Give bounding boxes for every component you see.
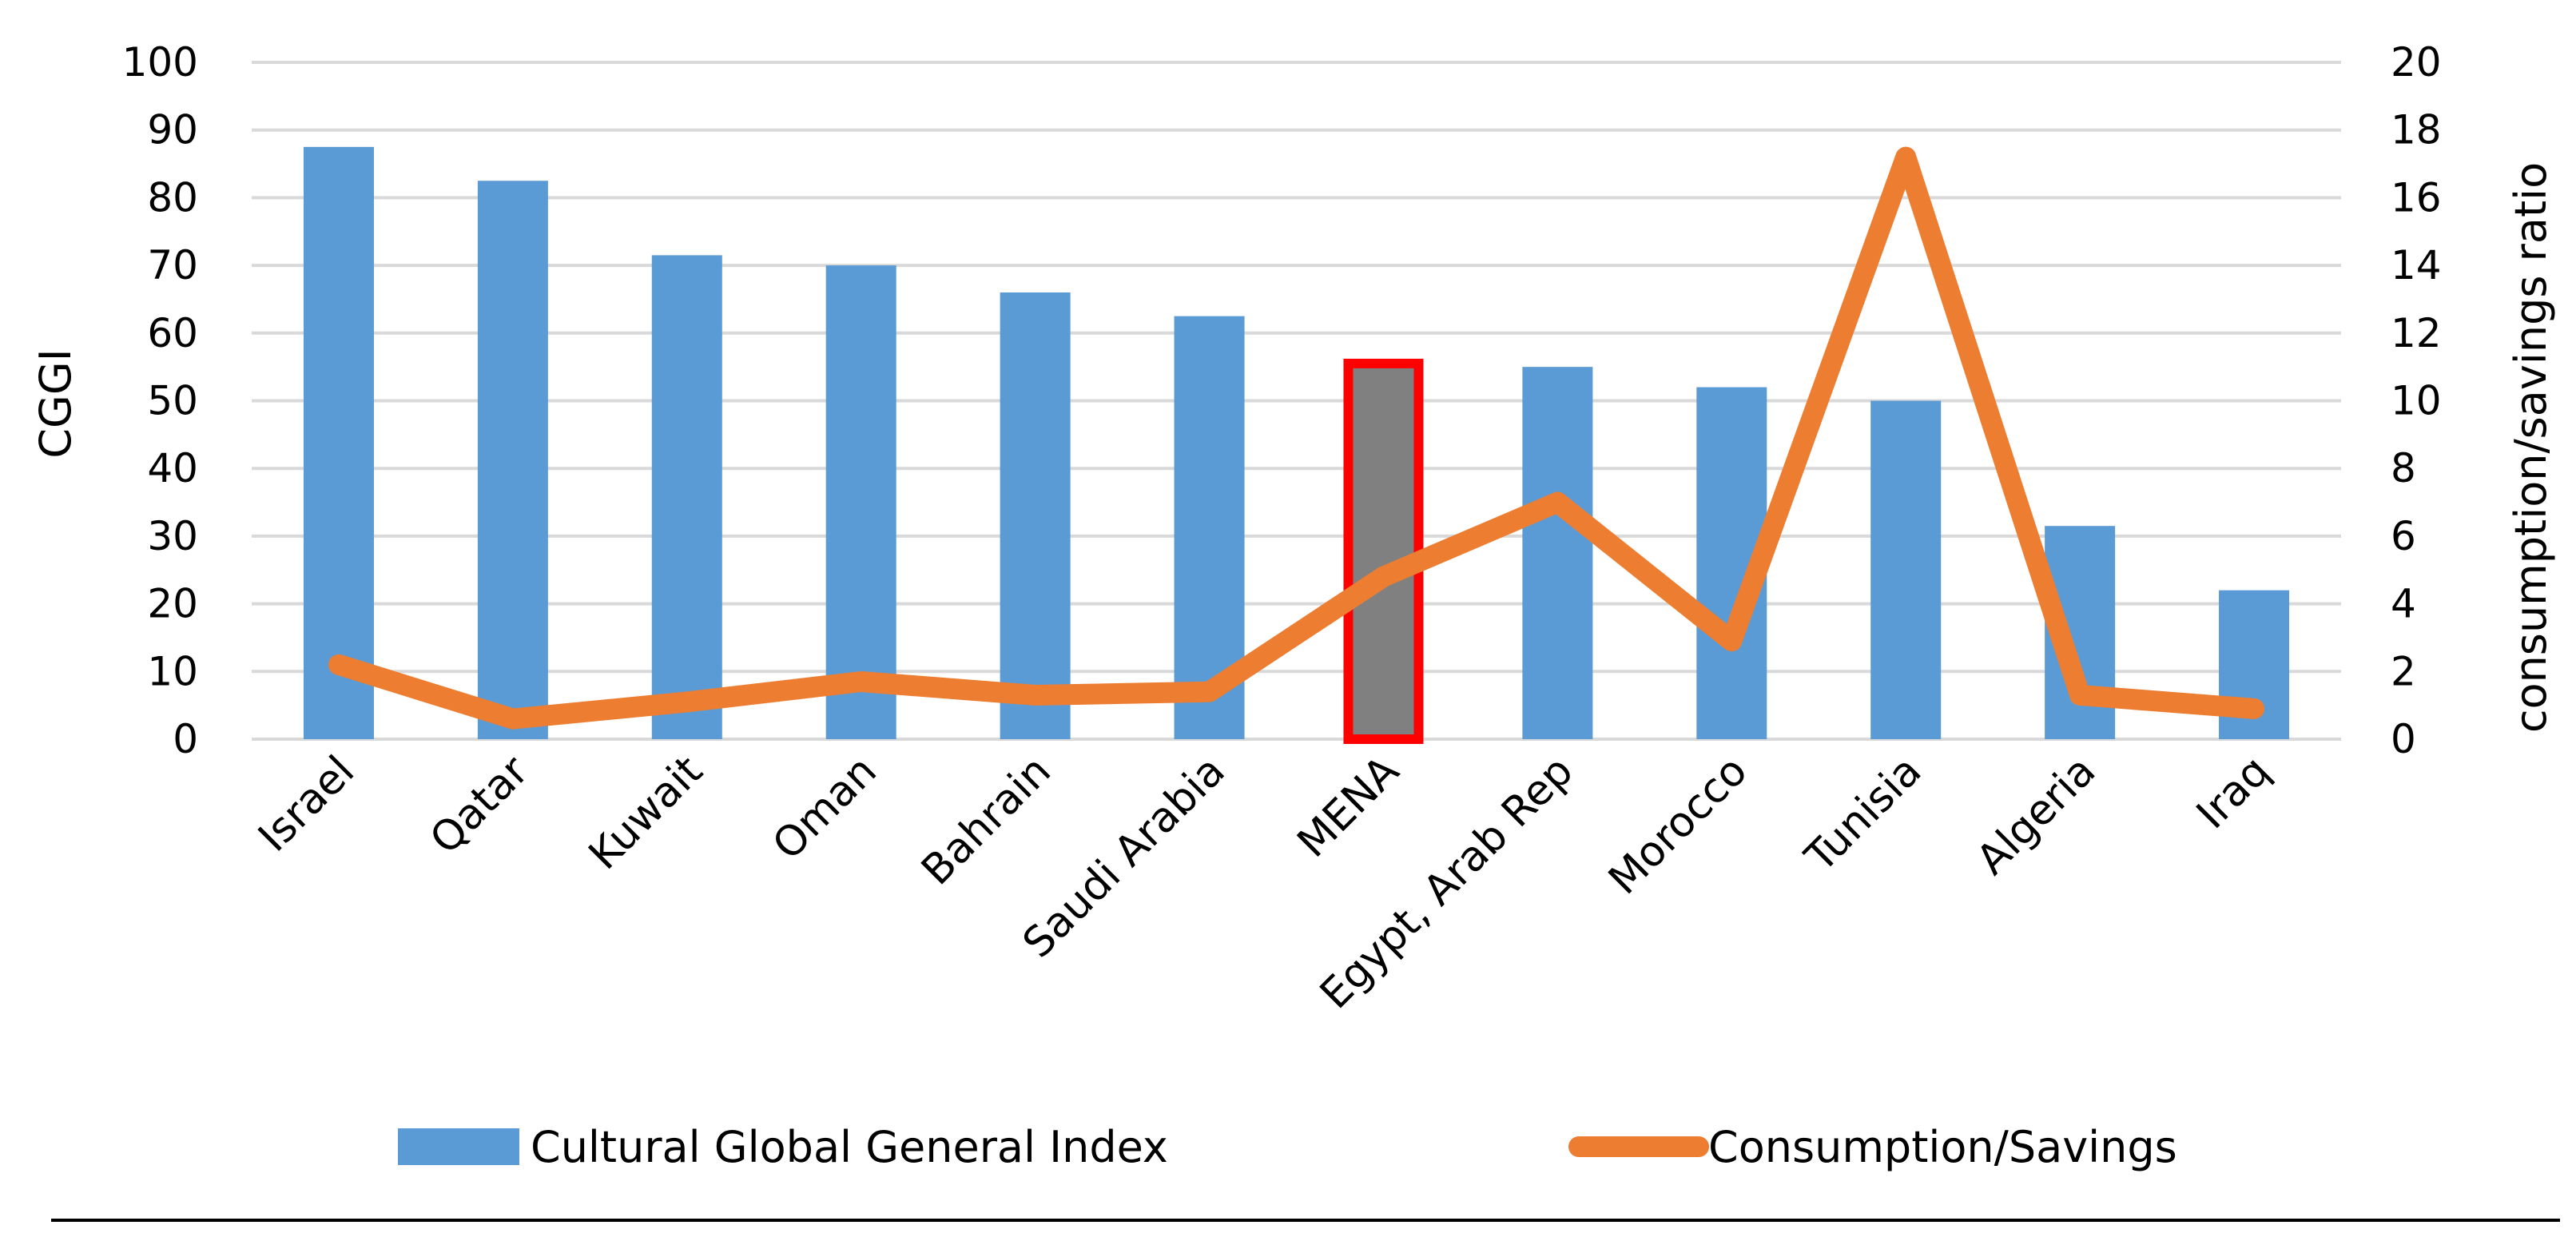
category-label: Oman	[764, 747, 886, 869]
left-tick-label: 80	[147, 174, 198, 221]
bar	[303, 146, 374, 739]
left-tick-label: 70	[147, 242, 198, 288]
line-point	[860, 681, 862, 683]
right-tick-label: 6	[2391, 513, 2416, 559]
line-series-path	[328, 146, 2265, 730]
category-label: MENA	[1289, 746, 1409, 866]
line-point	[1905, 156, 1907, 158]
bar	[825, 265, 896, 740]
category-label: Morocco	[1600, 747, 1756, 904]
right-axis-title: consumption/savings ratio	[2506, 162, 2556, 733]
legend-bar-label: Cultural Global General Index	[531, 1122, 1168, 1172]
bar	[477, 181, 548, 740]
line-point	[1382, 575, 1385, 578]
bar	[651, 255, 722, 739]
category-label: Qatar	[421, 746, 538, 863]
right-tick-label: 2	[2391, 648, 2416, 694]
line-point	[686, 701, 688, 703]
right-tick-label: 16	[2391, 174, 2442, 221]
left-tick-label: 100	[122, 39, 198, 86]
category-label: Iraq	[2188, 747, 2279, 838]
line-point	[1034, 694, 1036, 696]
legend-bar-swatch	[398, 1128, 519, 1165]
left-tick-label: 90	[147, 107, 198, 153]
legend: Cultural Global General Index Consumptio…	[398, 1122, 2177, 1172]
right-tick-label: 0	[2391, 716, 2416, 762]
right-tick-label: 8	[2391, 445, 2416, 491]
line-point	[511, 718, 514, 720]
right-tick-label: 14	[2391, 242, 2442, 288]
line-point	[1556, 501, 1559, 503]
right-axis-ticks: 0 2 4 6 8 10 12 14 16 18 20	[2391, 39, 2442, 762]
category-label: Bahrain	[912, 747, 1060, 895]
left-tick-label: 60	[147, 310, 198, 356]
left-tick-label: 50	[147, 378, 198, 424]
right-tick-label: 10	[2391, 378, 2442, 424]
left-tick-label: 40	[147, 445, 198, 491]
gridlines	[252, 61, 2341, 741]
left-tick-label: 10	[147, 648, 198, 694]
category-label: Israel	[249, 747, 364, 861]
left-axis-title: CGGI	[30, 348, 81, 458]
category-label: Tunisia	[1796, 747, 1931, 882]
bar	[1000, 292, 1071, 740]
line-point	[2079, 694, 2081, 696]
left-tick-label: 0	[173, 716, 198, 762]
line-point	[2253, 707, 2256, 710]
legend-line-label: Consumption/Savings	[1708, 1122, 2177, 1172]
bar-highlighted	[1343, 358, 1424, 744]
left-tick-label: 20	[147, 581, 198, 627]
line-series	[328, 146, 2265, 730]
right-tick-label: 12	[2391, 310, 2442, 356]
line-point	[1731, 640, 1733, 642]
left-axis-ticks: 0 10 20 30 40 50 60 70 80 90 100	[122, 39, 198, 762]
left-tick-label: 30	[147, 513, 198, 559]
category-label: Kuwait	[580, 747, 712, 879]
category-label: Algeria	[1968, 747, 2105, 885]
bar	[1522, 367, 1593, 739]
right-tick-label: 4	[2391, 581, 2416, 627]
bar	[1870, 400, 1942, 739]
right-tick-label: 18	[2391, 107, 2442, 153]
line-point	[337, 663, 340, 666]
right-tick-label: 20	[2391, 39, 2442, 86]
line-point	[1208, 690, 1210, 693]
